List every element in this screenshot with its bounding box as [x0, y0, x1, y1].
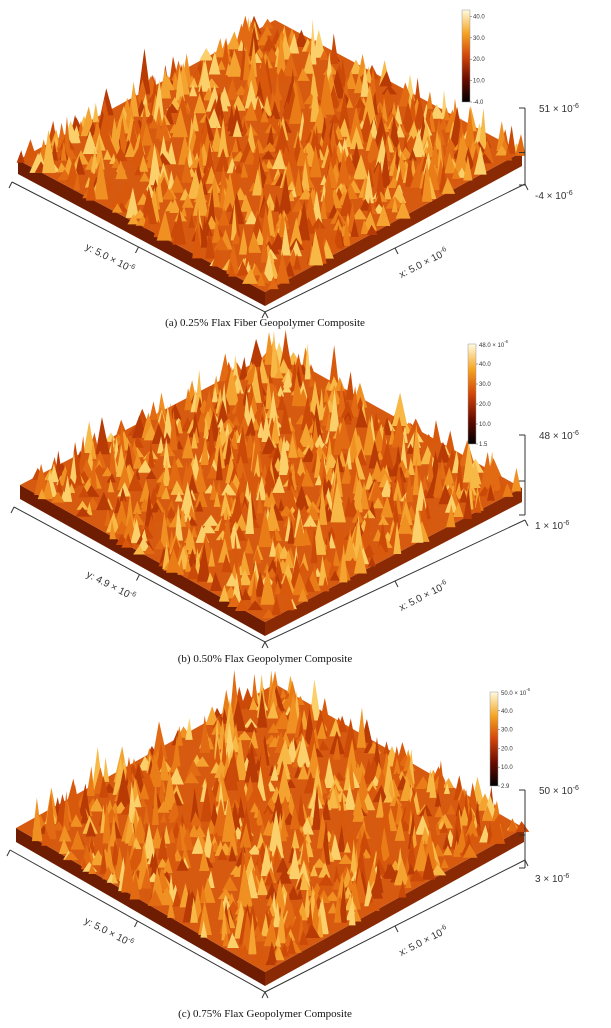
axis-tick — [265, 992, 268, 998]
panel: 50 × 10-63 × 10-6y: 5.0 × 10-6x: 5.0 × 1… — [7, 670, 579, 1020]
panel: 51 × 10-6-4 × 10-6y: 5.0 × 10-6x: 5.0 × … — [9, 10, 579, 329]
colorbar-tick-label: 40.0 — [479, 362, 491, 368]
x-axis-label-base: x: 5.0 × 10 — [398, 582, 445, 613]
colorbar-tick-label: 20.0 — [473, 57, 485, 63]
colorbar-tick-label: 10.0 — [479, 422, 491, 428]
z-top-label-exp: -6 — [573, 785, 579, 792]
axis-tick — [135, 921, 138, 927]
colorbar-tick-label: 40.0 — [501, 709, 513, 715]
colorbar-max-exp: -6 — [526, 687, 530, 692]
axis-tick — [136, 247, 139, 253]
z-bottom-label-base: 1 × 10 — [535, 521, 564, 532]
z-bottom-label-base: -4 × 10 — [535, 191, 567, 202]
relief-peak — [24, 139, 37, 158]
colorbar — [468, 344, 476, 444]
z-bottom-label-exp: -6 — [563, 520, 569, 527]
relief-peak — [346, 371, 354, 400]
panel: 48 × 10-61 × 10-6y: 4.9 × 10-6x: 5.0 × 1… — [11, 330, 579, 665]
relief-peak — [432, 420, 441, 444]
colorbar-max-exp: -6 — [504, 339, 508, 344]
x-axis-label: x: 5.0 × 10-6 — [397, 246, 450, 281]
x-axis-label: x: 5.0 × 10-6 — [397, 924, 450, 959]
relief-peak — [95, 417, 109, 454]
relief-peak — [215, 38, 225, 57]
caption: (a) 0.25% Flax Fiber Geopolymer Composit… — [165, 317, 365, 329]
caption: (b) 0.50% Flax Geopolymer Composite — [178, 653, 353, 665]
relief-peak — [426, 91, 433, 109]
y-axis-label: y: 4.9 × 10-6 — [84, 568, 137, 603]
colorbar — [462, 10, 470, 102]
caption: (c) 0.75% Flax Geopolymer Composite — [178, 1008, 352, 1020]
z-top-label-exp: -6 — [573, 430, 579, 437]
z-top-label: 48 × 10-6 — [539, 430, 579, 442]
relief-peak — [92, 103, 98, 122]
relief-peak — [103, 757, 109, 782]
z-top-label-exp: -6 — [573, 103, 579, 110]
x-axis-label-base: x: 5.0 × 10 — [398, 249, 445, 280]
relief-peak — [17, 150, 25, 162]
z-bottom-label: 1 × 10-6 — [535, 520, 569, 532]
colorbar-max-base: 50.0 × 10 — [501, 691, 527, 697]
colorbar-tick-label: 30.0 — [501, 728, 513, 734]
z-top-label-base: 51 × 10 — [539, 104, 573, 115]
axis-tick — [265, 642, 268, 648]
colorbar-tick-label: 10.0 — [473, 79, 485, 85]
colorbar — [490, 692, 498, 786]
colorbar-tick-label: -4.0 — [473, 100, 484, 106]
axis-tick — [262, 642, 265, 648]
colorbar-max: 48.0 × 10-6 — [479, 339, 509, 349]
y-axis-label-base: y: 5.0 × 10 — [83, 242, 130, 273]
y-axis-label-base: y: 4.9 × 10 — [84, 569, 131, 600]
z-bottom-label-exp: -6 — [566, 190, 572, 197]
relief-peak — [357, 708, 366, 748]
axis-tick — [395, 581, 398, 587]
colorbar-tick-label: 30.0 — [473, 36, 485, 42]
axis-tick — [11, 507, 14, 513]
colorbar-max-base: 48.0 × 10 — [479, 343, 505, 349]
axis-tick — [525, 184, 528, 190]
relief-peak — [199, 48, 213, 60]
colorbar-tick-label: 20.0 — [479, 402, 491, 408]
colorbar-max: 50.0 × 10-6 — [501, 687, 531, 697]
colorbar-tick-label: 2.9 — [501, 784, 510, 790]
relief-peak — [185, 718, 193, 740]
axis-tick — [395, 926, 398, 932]
x-axis-label: x: 5.0 × 10-6 — [397, 579, 450, 614]
colorbar-tick-label: 20.0 — [501, 746, 513, 752]
surface-relief — [32, 330, 521, 618]
axis-tick — [395, 248, 398, 254]
colorbar-tick-label: 10.0 — [501, 765, 513, 771]
z-bottom-label: -4 × 10-6 — [535, 190, 573, 202]
z-top-label-base: 48 × 10 — [539, 431, 573, 442]
axis-tick — [7, 850, 10, 856]
z-top-label-base: 50 × 10 — [539, 786, 573, 797]
relief-peak — [251, 674, 258, 705]
colorbar-tick-label: 40.0 — [473, 14, 485, 20]
figure: 51 × 10-6-4 × 10-6y: 5.0 × 10-6x: 5.0 × … — [0, 0, 611, 1028]
colorbar-tick-label: 1.5 — [479, 442, 488, 448]
y-axis-label: y: 5.0 × 10-6 — [82, 915, 135, 950]
z-top-label: 51 × 10-6 — [539, 103, 579, 115]
y-axis-label-base: y: 5.0 × 10 — [82, 916, 129, 947]
axis-tick — [137, 575, 140, 581]
z-top-label: 50 × 10-6 — [539, 785, 579, 797]
axis-tick — [9, 182, 12, 188]
relief-peak — [330, 33, 338, 64]
colorbar-tick-label: 30.0 — [479, 382, 491, 388]
relief-peak — [149, 402, 158, 420]
z-bottom-label-exp: -6 — [563, 873, 569, 880]
x-axis-label-base: x: 5.0 × 10 — [398, 927, 445, 958]
relief-peak — [511, 468, 521, 492]
z-bottom-label: 3 × 10-6 — [535, 873, 569, 885]
axis-tick — [262, 992, 265, 998]
y-axis-label: y: 5.0 × 10-6 — [83, 241, 136, 276]
z-bottom-label-base: 3 × 10 — [535, 874, 564, 885]
axis-tick — [525, 520, 528, 526]
